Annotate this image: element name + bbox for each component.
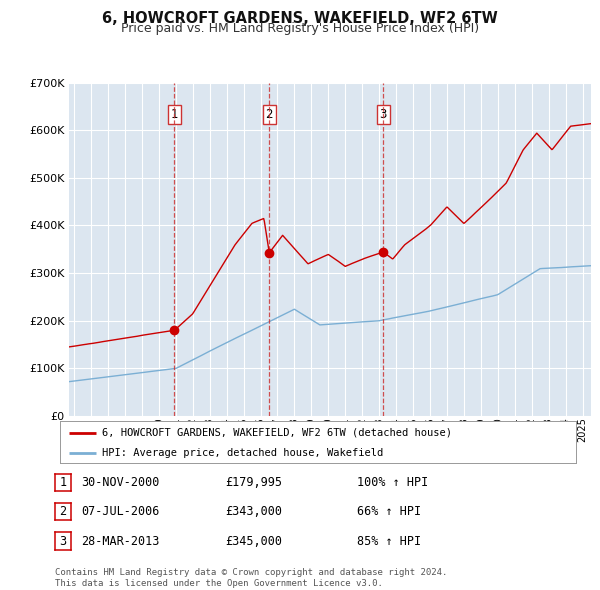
Text: £179,995: £179,995 [225,476,282,489]
Text: Contains HM Land Registry data © Crown copyright and database right 2024.
This d: Contains HM Land Registry data © Crown c… [55,568,448,588]
Text: 1: 1 [59,476,67,489]
Text: Price paid vs. HM Land Registry's House Price Index (HPI): Price paid vs. HM Land Registry's House … [121,22,479,35]
Text: HPI: Average price, detached house, Wakefield: HPI: Average price, detached house, Wake… [103,448,383,458]
Text: 2: 2 [266,108,273,121]
Text: £345,000: £345,000 [225,535,282,548]
Text: 28-MAR-2013: 28-MAR-2013 [81,535,160,548]
Text: 66% ↑ HPI: 66% ↑ HPI [357,505,421,518]
Text: 100% ↑ HPI: 100% ↑ HPI [357,476,428,489]
Text: 07-JUL-2006: 07-JUL-2006 [81,505,160,518]
Text: 30-NOV-2000: 30-NOV-2000 [81,476,160,489]
Text: 1: 1 [170,108,178,121]
Text: 3: 3 [59,535,67,548]
Text: 3: 3 [380,108,387,121]
Text: 85% ↑ HPI: 85% ↑ HPI [357,535,421,548]
Text: £343,000: £343,000 [225,505,282,518]
Text: 2: 2 [59,505,67,518]
Text: 6, HOWCROFT GARDENS, WAKEFIELD, WF2 6TW (detached house): 6, HOWCROFT GARDENS, WAKEFIELD, WF2 6TW … [103,428,452,438]
Text: 6, HOWCROFT GARDENS, WAKEFIELD, WF2 6TW: 6, HOWCROFT GARDENS, WAKEFIELD, WF2 6TW [102,11,498,25]
